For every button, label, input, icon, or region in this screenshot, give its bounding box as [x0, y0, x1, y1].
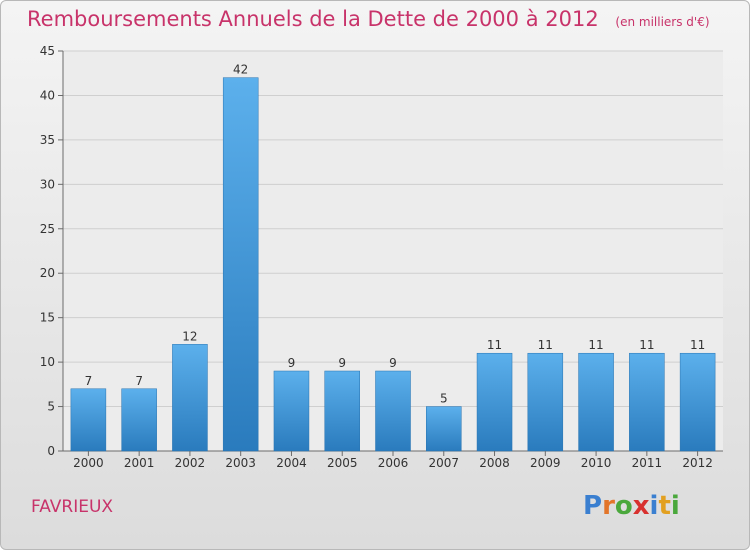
bar-2003: [222, 77, 259, 452]
data-label-2003: 42: [233, 63, 248, 77]
y-tick-label: 10: [40, 355, 55, 369]
bar-2012: [679, 352, 716, 452]
data-label-2005: 9: [338, 356, 346, 370]
logo-letter: t: [658, 491, 671, 521]
logo-letter: x: [632, 491, 650, 521]
data-label-2008: 11: [487, 338, 502, 352]
y-tick-label: 45: [40, 44, 55, 58]
y-tick-label: 5: [47, 400, 55, 414]
x-tick-label-2009: 2009: [530, 456, 561, 470]
logo-letter: P: [583, 491, 603, 521]
data-label-2001: 7: [135, 374, 143, 388]
x-tick-label-2008: 2008: [479, 456, 510, 470]
bar-2002: [172, 344, 208, 452]
logo-letter: o: [614, 491, 633, 521]
data-label-2002: 12: [182, 329, 197, 343]
x-tick-label-2011: 2011: [632, 456, 663, 470]
x-tick-label-2002: 2002: [175, 456, 206, 470]
logo-letter: i: [649, 491, 659, 521]
bar-2008: [476, 352, 513, 452]
bar-2009: [527, 352, 564, 452]
chart-unit: (en milliers d'€): [615, 15, 710, 29]
bar-2000: [70, 388, 107, 452]
y-tick-label: 15: [40, 311, 55, 325]
bar-2010: [578, 352, 614, 452]
bar-2001: [121, 388, 157, 452]
chart-title-text: Remboursements Annuels de la Dette de 20…: [27, 7, 599, 31]
y-tick-label: 35: [40, 133, 55, 147]
data-label-2004: 9: [288, 356, 296, 370]
logo-letter: r: [602, 491, 615, 521]
y-tick-label: 30: [40, 177, 55, 191]
data-label-2010: 11: [588, 338, 603, 352]
logo-letter: i: [670, 491, 680, 521]
chart-title: Remboursements Annuels de la Dette de 20…: [27, 7, 710, 31]
x-tick-label-2005: 2005: [327, 456, 358, 470]
x-tick-label-2000: 2000: [73, 456, 104, 470]
x-tick-label-2001: 2001: [124, 456, 155, 470]
commune-name: FAVRIEUX: [31, 497, 114, 517]
data-label-2012: 11: [690, 338, 705, 352]
data-label-2006: 9: [389, 356, 397, 370]
bar-2004: [273, 370, 310, 452]
bar-2007: [426, 406, 462, 452]
bar-2006: [375, 370, 411, 452]
x-tick-label-2007: 2007: [428, 456, 459, 470]
data-label-2009: 11: [538, 338, 553, 352]
y-tick-label: 0: [47, 444, 55, 458]
proxiti-logo: Proxiti: [583, 491, 680, 521]
x-tick-label-2006: 2006: [378, 456, 409, 470]
bar-2011: [629, 352, 665, 452]
bar-2005: [324, 370, 360, 452]
y-tick-label: 20: [40, 266, 55, 280]
x-tick-label-2003: 2003: [225, 456, 256, 470]
x-tick-label-2012: 2012: [682, 456, 713, 470]
x-tick-label-2004: 2004: [276, 456, 307, 470]
x-tick-label-2010: 2010: [581, 456, 612, 470]
y-tick-label: 25: [40, 222, 55, 236]
data-label-2000: 7: [85, 374, 93, 388]
data-label-2007: 5: [440, 392, 448, 406]
data-label-2011: 11: [639, 338, 654, 352]
y-tick-label: 40: [40, 88, 55, 102]
